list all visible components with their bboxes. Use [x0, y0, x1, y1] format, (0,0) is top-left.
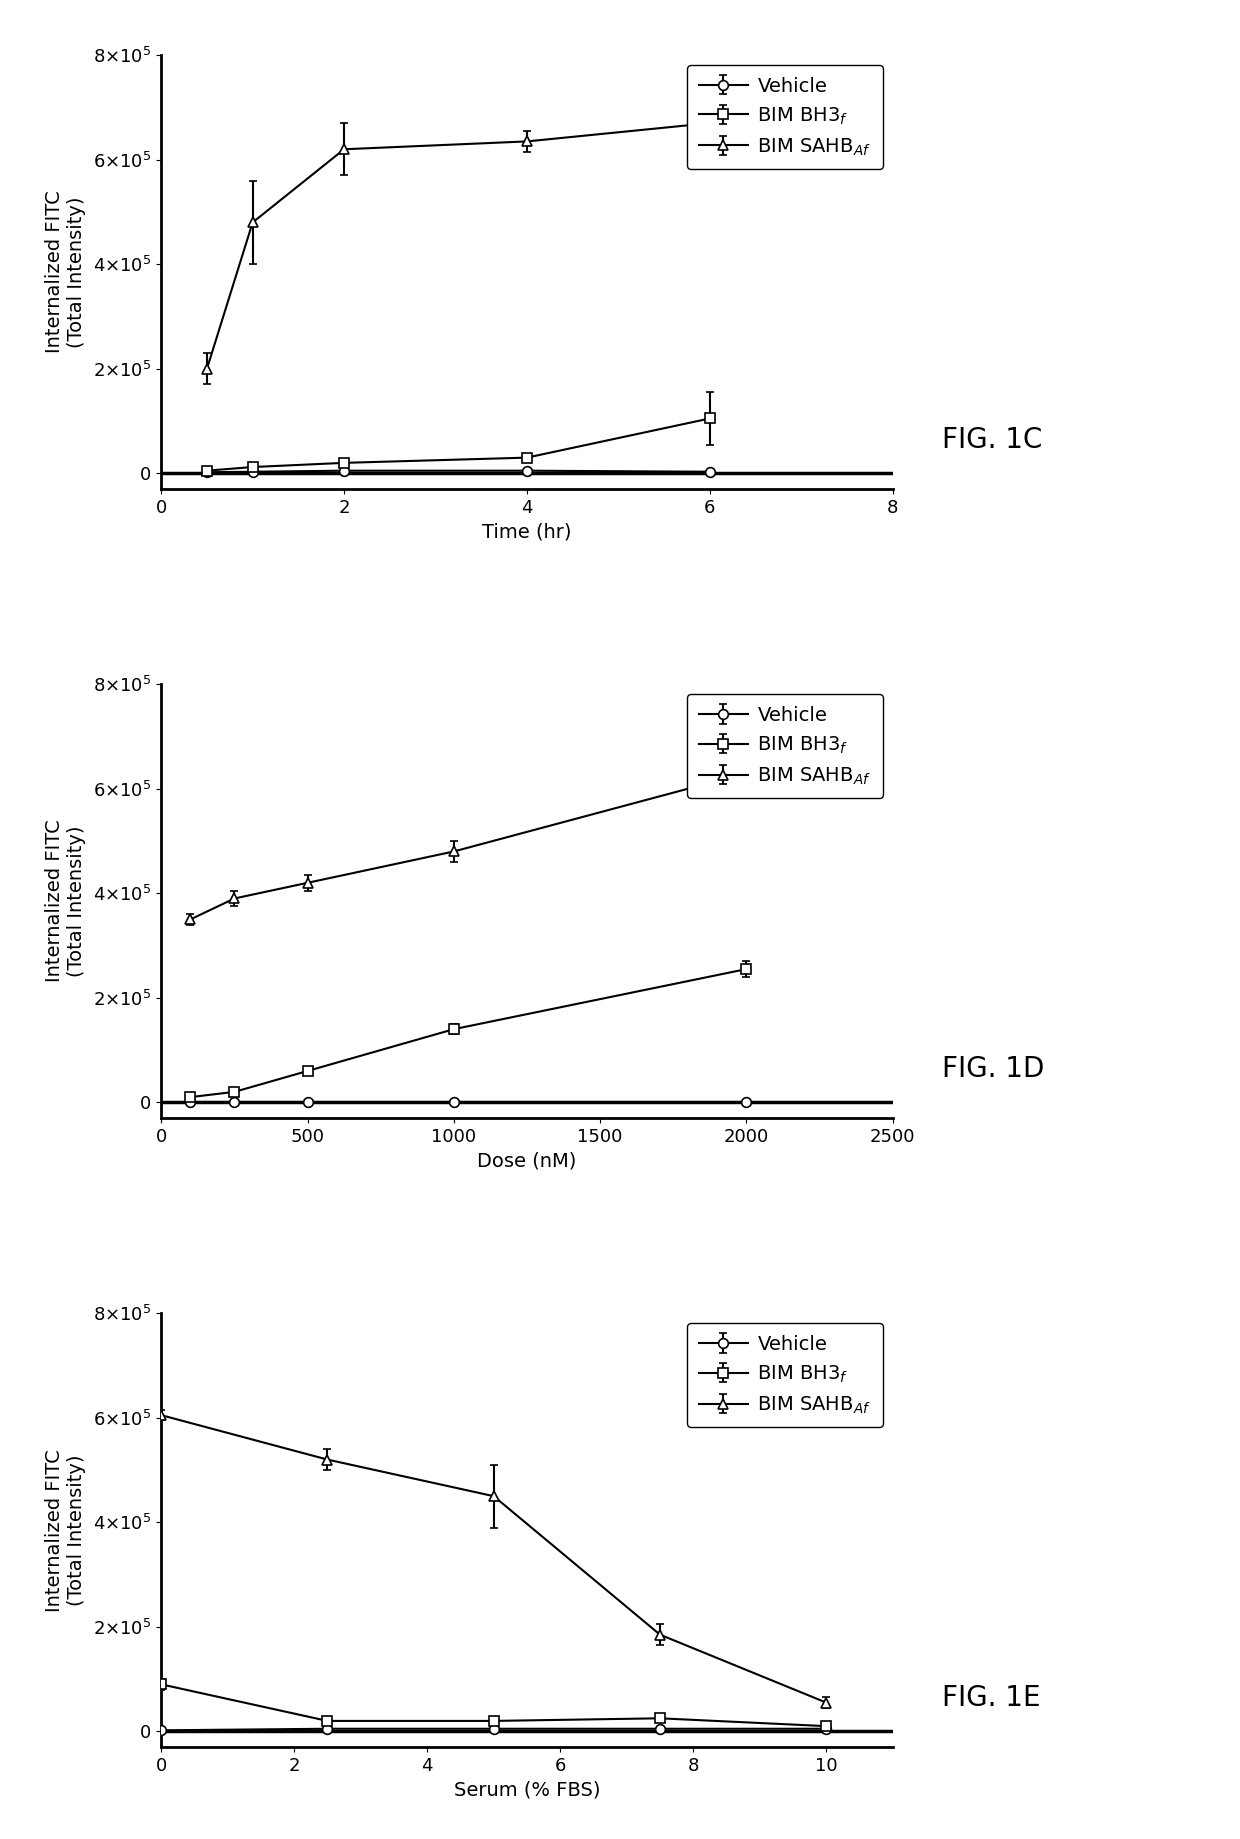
Text: FIG. 1D: FIG. 1D: [942, 1056, 1045, 1083]
Text: FIG. 1E: FIG. 1E: [942, 1685, 1042, 1712]
X-axis label: Dose (nM): Dose (nM): [477, 1151, 577, 1170]
Y-axis label: Internalized FITC
(Total Intensity): Internalized FITC (Total Intensity): [45, 1449, 86, 1611]
X-axis label: Serum (% FBS): Serum (% FBS): [454, 1780, 600, 1799]
Y-axis label: Internalized FITC
(Total Intensity): Internalized FITC (Total Intensity): [45, 191, 86, 353]
Legend: Vehicle, BIM BH3$_f$, BIM SAHB$_{Af}$: Vehicle, BIM BH3$_f$, BIM SAHB$_{Af}$: [687, 64, 883, 169]
Legend: Vehicle, BIM BH3$_f$, BIM SAHB$_{Af}$: Vehicle, BIM BH3$_f$, BIM SAHB$_{Af}$: [687, 1322, 883, 1427]
X-axis label: Time (hr): Time (hr): [482, 522, 572, 541]
Text: FIG. 1C: FIG. 1C: [942, 427, 1043, 454]
Y-axis label: Internalized FITC
(Total Intensity): Internalized FITC (Total Intensity): [45, 820, 86, 982]
Legend: Vehicle, BIM BH3$_f$, BIM SAHB$_{Af}$: Vehicle, BIM BH3$_f$, BIM SAHB$_{Af}$: [687, 693, 883, 798]
